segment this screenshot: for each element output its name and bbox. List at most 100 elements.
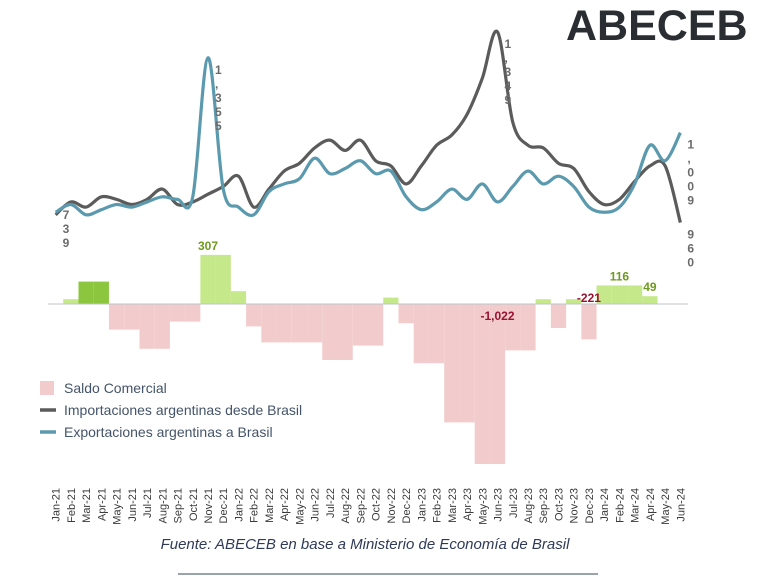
bar-Oct-23 (550, 304, 567, 328)
bar-Mar-21 (78, 281, 94, 304)
tick-Apr-24: Apr-24 (645, 488, 657, 521)
tick-Jul-23: Jul-23 (508, 488, 520, 518)
tick-Jan-22: Jan-22 (233, 488, 245, 522)
data-labels: 307 -1,022 -221 116 49 1, 3 5 5 1, 3 4 9 1, 0 0 9 9 6 0 7 3 9 (63, 37, 695, 323)
tick-Dec-22: Dec-22 (401, 488, 413, 523)
tick-Apr-21: Apr-21 (96, 488, 108, 521)
tick-Jan-23: Jan-23 (416, 488, 428, 522)
bar-Mar-23 (444, 304, 460, 423)
tick-Dec-21: Dec-21 (218, 488, 230, 523)
bar-Aug-22 (337, 304, 353, 360)
bar-Jun-21 (124, 304, 140, 330)
tick-Apr-22: Apr-22 (279, 488, 291, 521)
bar-Jan-24 (596, 285, 612, 304)
tick-Aug-23: Aug-23 (523, 488, 535, 523)
bar-Mar-22 (261, 304, 277, 343)
bar-Aug-21 (154, 304, 170, 349)
tick-Feb-21: Feb-21 (66, 488, 78, 523)
bar-Jun-22 (307, 304, 323, 343)
bar-Mar-24 (627, 285, 643, 304)
tick-Jan-21: Jan-21 (51, 488, 63, 522)
bar-Feb-22 (246, 304, 262, 327)
source-note: Fuente: ABECEB en base a Ministerio de E… (160, 536, 570, 553)
bar-May-22 (291, 304, 308, 343)
bar-Apr-22 (276, 304, 292, 343)
tick-Aug-22: Aug-22 (340, 488, 352, 523)
data-label-Apr-24: 49 (643, 280, 657, 294)
tick-Mar-22: Mar-22 (264, 488, 276, 523)
tick-Jun-24: Jun-24 (675, 488, 687, 522)
bar-May-21 (108, 304, 125, 330)
tick-Oct-21: Oct-21 (188, 488, 200, 521)
bar-Dec-21 (215, 254, 231, 304)
legend-swatch-saldo (40, 381, 54, 395)
bar-Apr-21 (93, 281, 109, 304)
legend: Saldo Comercial Importaciones argentinas … (40, 380, 302, 440)
bottom-divider (178, 573, 598, 575)
bar-Jul-22 (322, 304, 338, 360)
tick-Dec-23: Dec-23 (584, 488, 596, 523)
bar-May-23 (474, 304, 490, 464)
tick-Aug-21: Aug-21 (157, 488, 169, 523)
bar-Nov-21 (200, 254, 216, 304)
tick-Jun-23: Jun-23 (493, 488, 505, 522)
bar-Aug-23 (520, 304, 536, 351)
tick-Apr-23: Apr-23 (462, 488, 474, 521)
abeceb-logo: ABECEB (566, 2, 748, 50)
data-label-Dec-23: -221 (577, 291, 601, 305)
series-lines (54, 29, 682, 223)
bar-Sep-22 (352, 304, 368, 346)
tick-Mar-24: Mar-24 (630, 488, 642, 523)
bar-Oct-21 (185, 304, 201, 322)
line-importaciones (54, 29, 682, 223)
bar-Jan-22 (230, 291, 247, 304)
bar-Feb-23 (428, 304, 445, 364)
bar-Oct-22 (368, 304, 384, 346)
bar-Nov-22 (383, 297, 399, 304)
bar-Apr-24 (642, 296, 658, 304)
tick-Jun-21: Jun-21 (127, 488, 139, 522)
tick-Sep-23: Sep-23 (538, 488, 550, 523)
tick-Oct-23: Oct-23 (553, 488, 565, 521)
tick-Feb-23: Feb-23 (432, 488, 444, 523)
line-exportaciones (54, 56, 682, 218)
tick-Jan-24: Jan-24 (599, 488, 611, 522)
tick-Jun-22: Jun-22 (310, 488, 322, 522)
tick-May-21: May-21 (112, 488, 124, 525)
bar-Jan-23 (413, 304, 429, 364)
bar-Apr-23 (459, 304, 475, 423)
bar-Sep-23 (535, 299, 551, 304)
bar-Nov-23 (566, 299, 582, 304)
legend-label-2: Importaciones argentinas desde Brasil (64, 402, 302, 418)
tick-Nov-22: Nov-22 (386, 488, 398, 523)
legend-label-1: Saldo Comercial (64, 380, 167, 396)
tick-Mar-21: Mar-21 (81, 488, 93, 523)
data-label-Jun-23: -1,022 (481, 309, 515, 323)
tick-Nov-23: Nov-23 (569, 488, 581, 523)
bar-Feb-24 (611, 285, 628, 304)
tick-Sep-21: Sep-21 (173, 488, 185, 523)
tick-Sep-22: Sep-22 (355, 488, 367, 523)
bar-Jul-21 (139, 304, 155, 349)
tick-May-23: May-23 (477, 488, 489, 525)
tick-Feb-22: Feb-22 (249, 488, 261, 523)
saldo-bars (63, 254, 658, 464)
bar-Feb-21 (63, 299, 79, 304)
bar-Sep-21 (169, 304, 186, 322)
tick-Jul-22: Jul-22 (325, 488, 337, 518)
data-label-Nov-21: 307 (198, 239, 218, 253)
data-label-Feb-24: 116 (610, 269, 630, 283)
bar-Jun-23 (489, 304, 506, 464)
tick-May-22: May-22 (294, 488, 306, 525)
bar-Jul-23 (505, 304, 521, 351)
tick-Feb-24: Feb-24 (614, 488, 626, 523)
tick-Jul-21: Jul-21 (142, 488, 154, 518)
bar-Dec-22 (398, 304, 414, 324)
x-axis-ticks: Jan-21 Feb-21 Mar-21 Apr-21 May-21 Jun-21 Jul-… (51, 488, 688, 525)
